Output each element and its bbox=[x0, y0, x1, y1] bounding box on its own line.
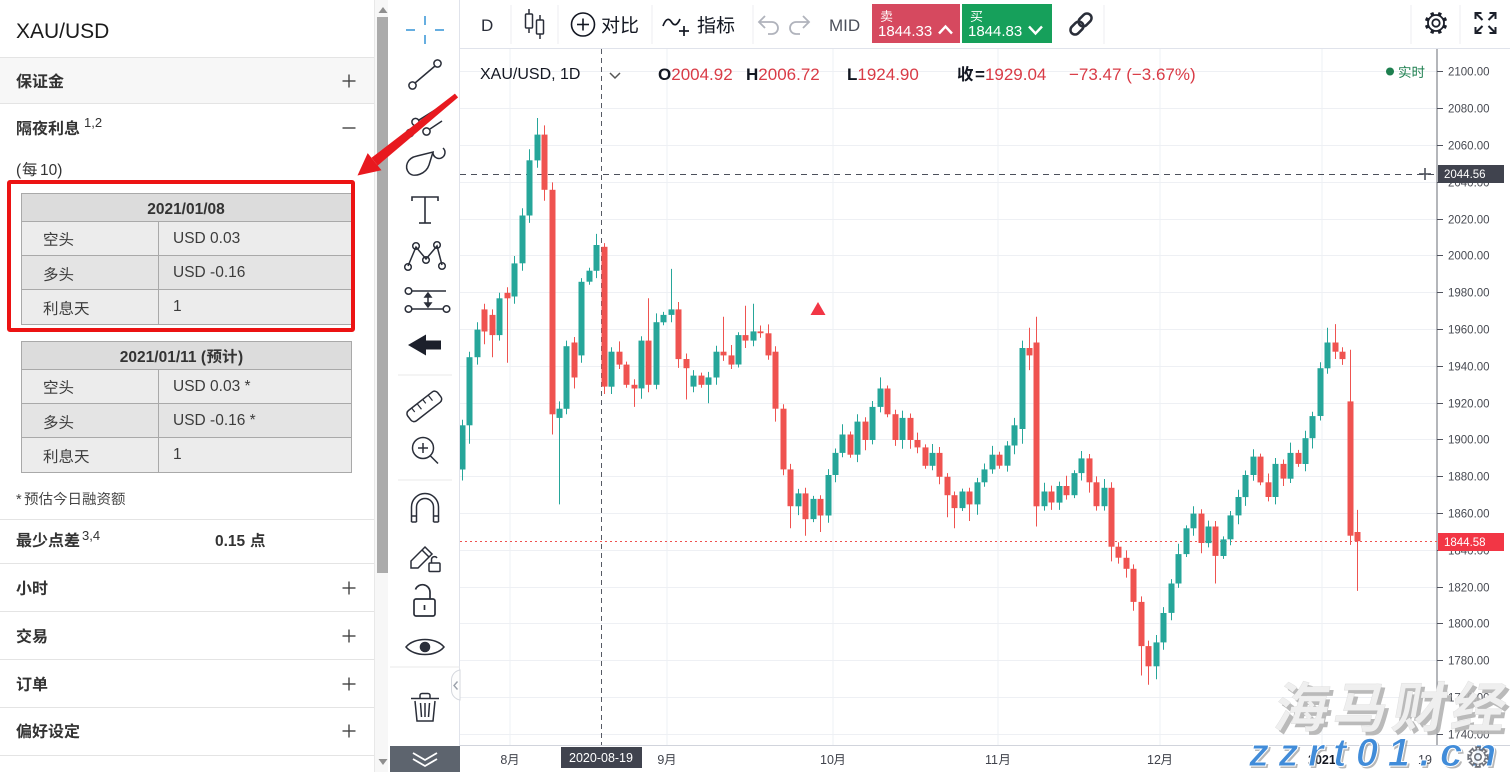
svg-text:2044.56: 2044.56 bbox=[1444, 169, 1486, 181]
svg-text:L1924.90: L1924.90 bbox=[847, 65, 919, 84]
svg-text:12: 12 bbox=[1147, 753, 1161, 767]
svg-text:H2006.72: H2006.72 bbox=[746, 65, 820, 84]
svg-text:1860.00: 1860.00 bbox=[1448, 509, 1490, 521]
svg-text:2060.00: 2060.00 bbox=[1448, 141, 1490, 153]
svg-text:1980.00: 1980.00 bbox=[1448, 288, 1490, 300]
svg-text:=1929.04: =1929.04 bbox=[975, 65, 1046, 84]
svg-text:2000.00: 2000.00 bbox=[1448, 251, 1490, 263]
svg-text:2020.00: 2020.00 bbox=[1448, 215, 1490, 227]
svg-text:1800.00: 1800.00 bbox=[1448, 619, 1490, 631]
svg-text:1960.00: 1960.00 bbox=[1448, 325, 1490, 337]
svg-text:2020-08-19: 2020-08-19 bbox=[569, 751, 633, 765]
svg-text:1820.00: 1820.00 bbox=[1448, 583, 1490, 595]
svg-text:11: 11 bbox=[985, 753, 998, 767]
svg-text:1880.00: 1880.00 bbox=[1448, 472, 1490, 484]
svg-text:8: 8 bbox=[500, 753, 507, 767]
svg-text:zzrt01.cn: zzrt01.cn bbox=[1250, 733, 1508, 772]
svg-text:19: 19 bbox=[1418, 753, 1432, 767]
svg-text:O2004.92: O2004.92 bbox=[658, 65, 733, 84]
svg-text:1844.83: 1844.83 bbox=[968, 23, 1022, 40]
svg-text:2080.00: 2080.00 bbox=[1448, 104, 1490, 116]
svg-text:2021: 2021 bbox=[1308, 753, 1336, 767]
svg-text:XAU/USD, 1D: XAU/USD, 1D bbox=[480, 66, 580, 83]
svg-text:1844.58: 1844.58 bbox=[1444, 537, 1486, 549]
svg-text:2100.00: 2100.00 bbox=[1448, 67, 1490, 79]
svg-text:−73.47 (−3.67%): −73.47 (−3.67%) bbox=[1069, 65, 1196, 84]
svg-text:1940.00: 1940.00 bbox=[1448, 362, 1490, 374]
svg-text:1900.00: 1900.00 bbox=[1448, 435, 1490, 447]
svg-text:1844.33: 1844.33 bbox=[878, 23, 932, 40]
svg-text:1920.00: 1920.00 bbox=[1448, 399, 1490, 411]
svg-text:10: 10 bbox=[820, 753, 834, 767]
svg-text:1780.00: 1780.00 bbox=[1448, 656, 1490, 668]
svg-text:zzrt01.cn: zzrt01.cn bbox=[1248, 731, 1506, 772]
svg-text:9: 9 bbox=[657, 753, 664, 767]
svg-text:MID: MID bbox=[829, 16, 860, 35]
svg-text:D: D bbox=[481, 16, 493, 35]
